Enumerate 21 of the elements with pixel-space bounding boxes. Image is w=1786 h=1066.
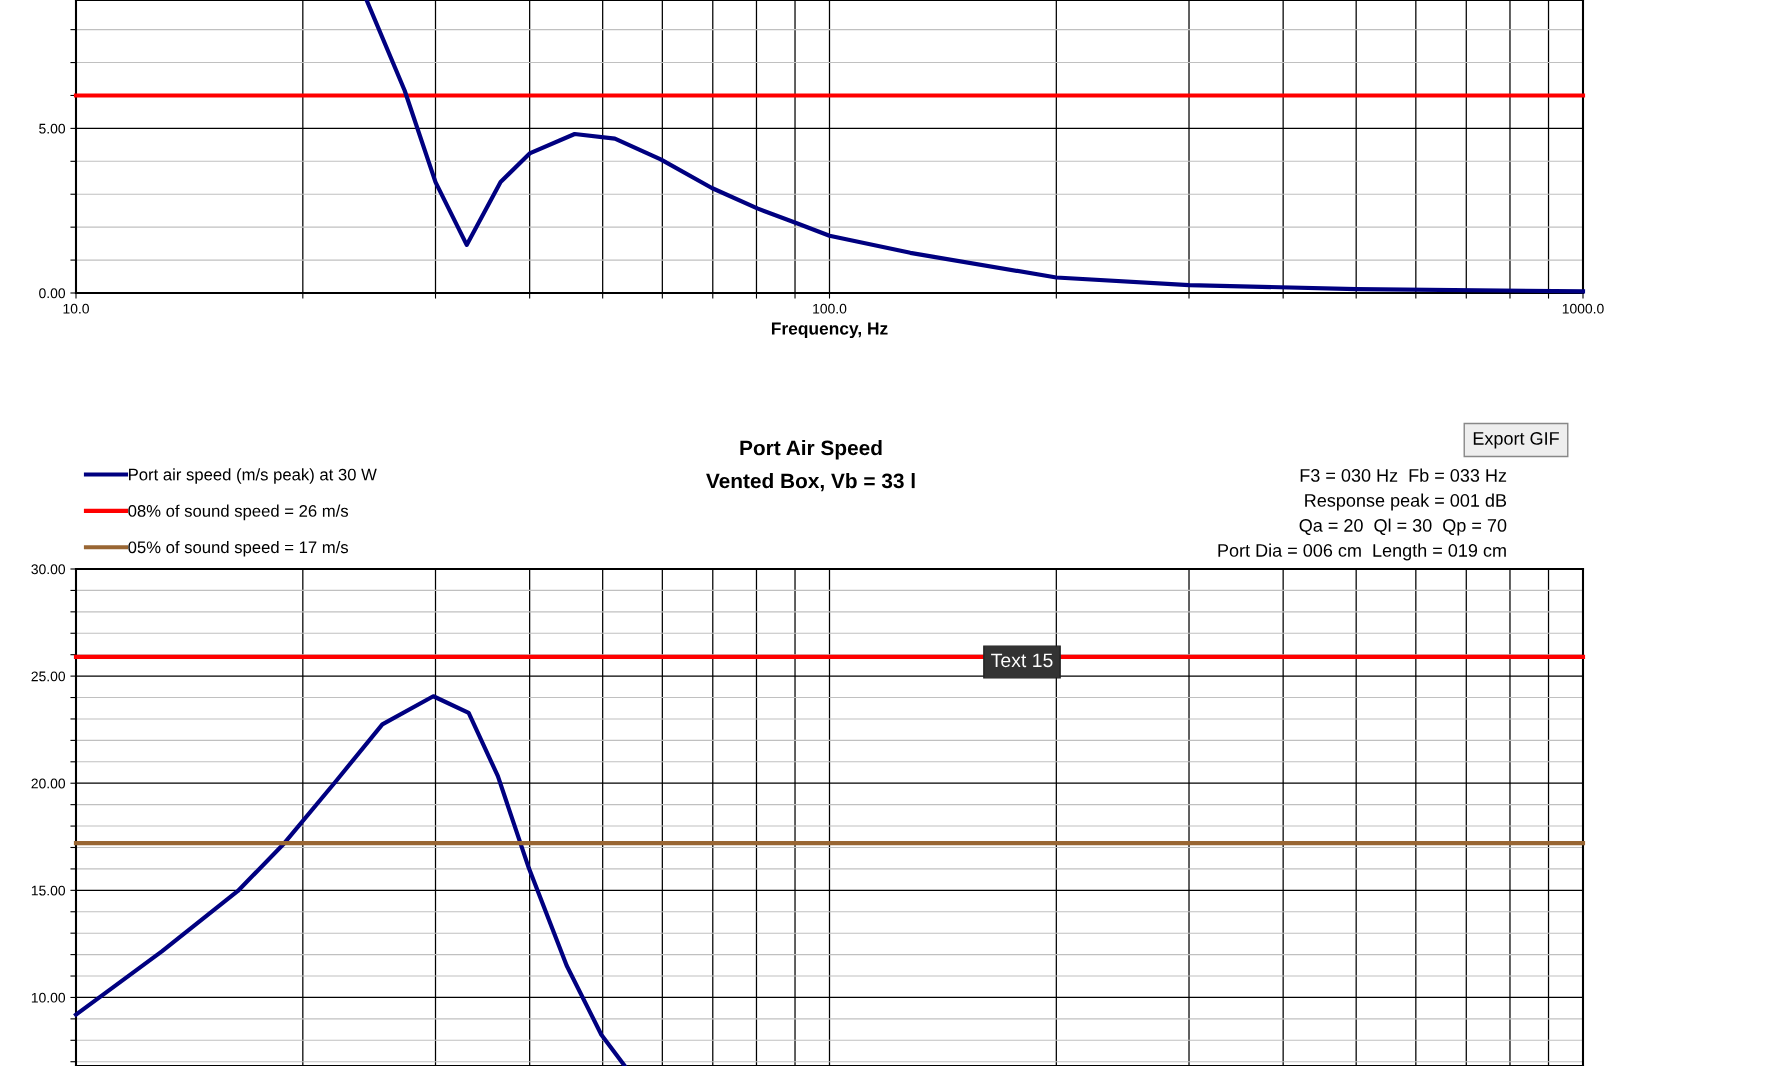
y-tick-label: 0.00 bbox=[39, 288, 66, 299]
y-tick-label: 30.00 bbox=[31, 564, 66, 575]
legend-label: 05% of sound speed = 17 m/s bbox=[128, 540, 349, 557]
x-tick-label: 1000.0 bbox=[1562, 303, 1604, 314]
y-tick-label: 10.00 bbox=[31, 992, 66, 1003]
x-axis-title: Frequency, Hz bbox=[771, 322, 888, 339]
x-tick-label: 100.0 bbox=[813, 303, 847, 314]
y-tick-label: 5.00 bbox=[39, 123, 66, 134]
text: Qa = 20 Ql = 30 Qp = 70 bbox=[1299, 518, 1507, 536]
y-tick-label: 25.00 bbox=[31, 671, 66, 682]
annotation: Text 15 bbox=[991, 653, 1053, 668]
text: Response peak = 001 dB bbox=[1305, 493, 1507, 511]
text: F3 = 030 Hz Fb = 033 Hz bbox=[1300, 468, 1507, 482]
text: Port Dia = 006 cm Length = 019 cm bbox=[1218, 543, 1506, 561]
y-tick-label: 20.00 bbox=[31, 778, 66, 789]
legend-label: Port air speed (m/s peak) at 30 W bbox=[129, 468, 377, 484]
x-tick-label: 10.0 bbox=[63, 303, 89, 314]
legend-label: 08% of sound speed = 26 m/s bbox=[128, 504, 349, 521]
y-tick-label: 15.00 bbox=[31, 885, 66, 896]
text: Export GIF bbox=[1473, 432, 1559, 449]
chart-title: Port Air Speed Vented Box, Vb = 33 l bbox=[706, 440, 915, 492]
